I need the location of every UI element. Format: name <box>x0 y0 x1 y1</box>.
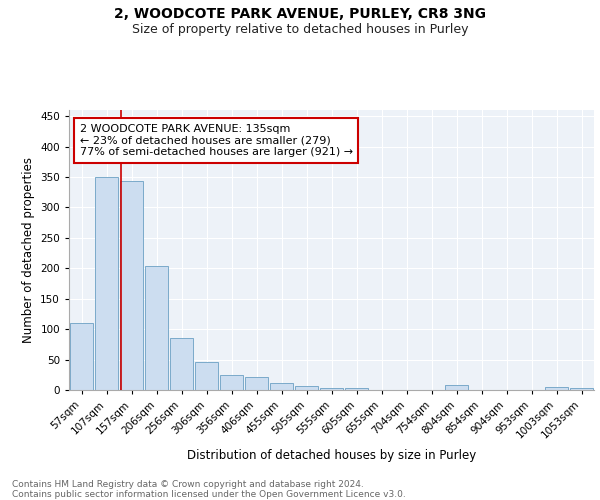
Bar <box>195 362 218 390</box>
Bar <box>95 177 118 390</box>
Text: Size of property relative to detached houses in Purley: Size of property relative to detached ho… <box>132 22 468 36</box>
Bar <box>320 388 343 390</box>
Bar <box>70 323 93 390</box>
Text: Contains HM Land Registry data © Crown copyright and database right 2024.
Contai: Contains HM Land Registry data © Crown c… <box>12 480 406 499</box>
Bar <box>120 181 143 390</box>
Bar <box>270 384 293 390</box>
Bar <box>145 266 168 390</box>
Y-axis label: Number of detached properties: Number of detached properties <box>22 157 35 343</box>
Bar <box>220 375 243 390</box>
Bar <box>245 376 268 390</box>
Bar <box>170 338 193 390</box>
X-axis label: Distribution of detached houses by size in Purley: Distribution of detached houses by size … <box>187 449 476 462</box>
Bar <box>545 387 568 390</box>
Text: 2, WOODCOTE PARK AVENUE, PURLEY, CR8 3NG: 2, WOODCOTE PARK AVENUE, PURLEY, CR8 3NG <box>114 8 486 22</box>
Bar <box>295 386 318 390</box>
Bar <box>345 388 368 390</box>
Bar <box>570 388 593 390</box>
Text: 2 WOODCOTE PARK AVENUE: 135sqm
← 23% of detached houses are smaller (279)
77% of: 2 WOODCOTE PARK AVENUE: 135sqm ← 23% of … <box>79 124 353 157</box>
Bar <box>445 385 468 390</box>
